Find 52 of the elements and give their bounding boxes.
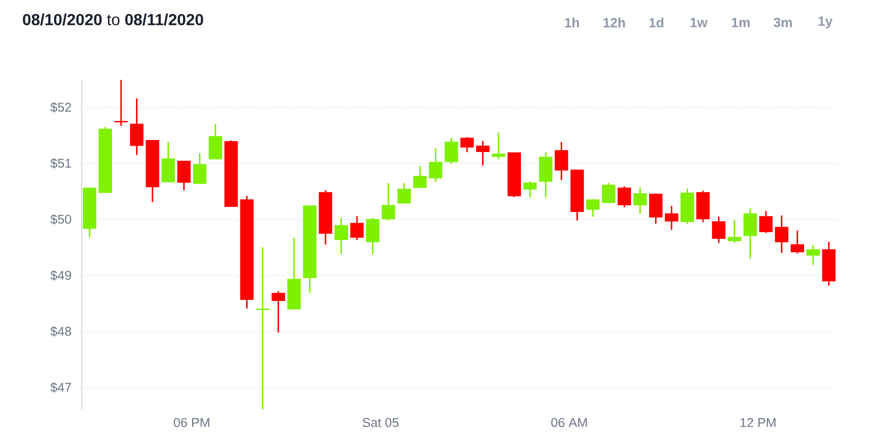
candlestick bbox=[444, 136, 458, 165]
candlestick bbox=[334, 216, 348, 255]
x-tick-label: 06 PM bbox=[174, 418, 210, 428]
candlestick bbox=[192, 152, 206, 184]
candlestick bbox=[554, 141, 568, 181]
y-tick-label: $52 bbox=[50, 102, 72, 113]
candlestick bbox=[162, 141, 175, 183]
candlestick bbox=[130, 98, 144, 156]
candlestick bbox=[114, 79, 128, 127]
text: 1d bbox=[649, 18, 664, 28]
candlestick bbox=[177, 160, 191, 191]
candlestick bbox=[397, 182, 411, 204]
candlestick bbox=[350, 215, 364, 241]
candlestick bbox=[272, 290, 286, 334]
candlestick bbox=[602, 182, 616, 204]
x-tick-label: Sat 05 bbox=[362, 418, 399, 428]
y-tick-label: $47 bbox=[50, 382, 72, 393]
candlestick bbox=[366, 216, 380, 255]
candlestick bbox=[476, 140, 490, 166]
y-tick-label: $51 bbox=[50, 158, 72, 169]
y-tick-label: $49 bbox=[50, 270, 72, 281]
candlestick bbox=[759, 210, 773, 234]
candlestick bbox=[586, 198, 600, 218]
y-tick-label: $50 bbox=[50, 214, 72, 225]
candlestick bbox=[790, 230, 804, 254]
candlestick bbox=[256, 246, 270, 410]
candlestick bbox=[460, 136, 474, 153]
candlestick bbox=[208, 123, 222, 160]
candlestick bbox=[649, 192, 663, 225]
text: 12h bbox=[604, 18, 625, 28]
candlestick bbox=[523, 180, 537, 198]
text: 1w bbox=[690, 18, 708, 28]
text: 1h bbox=[565, 18, 579, 28]
candlestick bbox=[618, 186, 632, 208]
candlestick bbox=[806, 244, 820, 266]
candlestick bbox=[743, 207, 757, 260]
text: 1m bbox=[732, 18, 750, 28]
candlestick bbox=[382, 182, 396, 222]
candlestick bbox=[633, 186, 647, 215]
text: 3m bbox=[774, 18, 792, 28]
candlestick bbox=[774, 214, 788, 254]
candlestick bbox=[712, 216, 726, 244]
chart-title: 08/10/2020 to 08/11/2020 bbox=[22, 14, 204, 26]
x-tick-label: 06 AM bbox=[551, 418, 587, 428]
x-tick-label: 12 PM bbox=[740, 418, 776, 427]
text: 1y bbox=[818, 16, 833, 28]
y-tick-label: $48 bbox=[50, 326, 72, 337]
candlestick bbox=[728, 219, 742, 244]
candlestick bbox=[492, 132, 506, 160]
candlestick bbox=[664, 205, 678, 231]
candlestick bbox=[413, 165, 427, 188]
candlestick bbox=[428, 148, 442, 183]
